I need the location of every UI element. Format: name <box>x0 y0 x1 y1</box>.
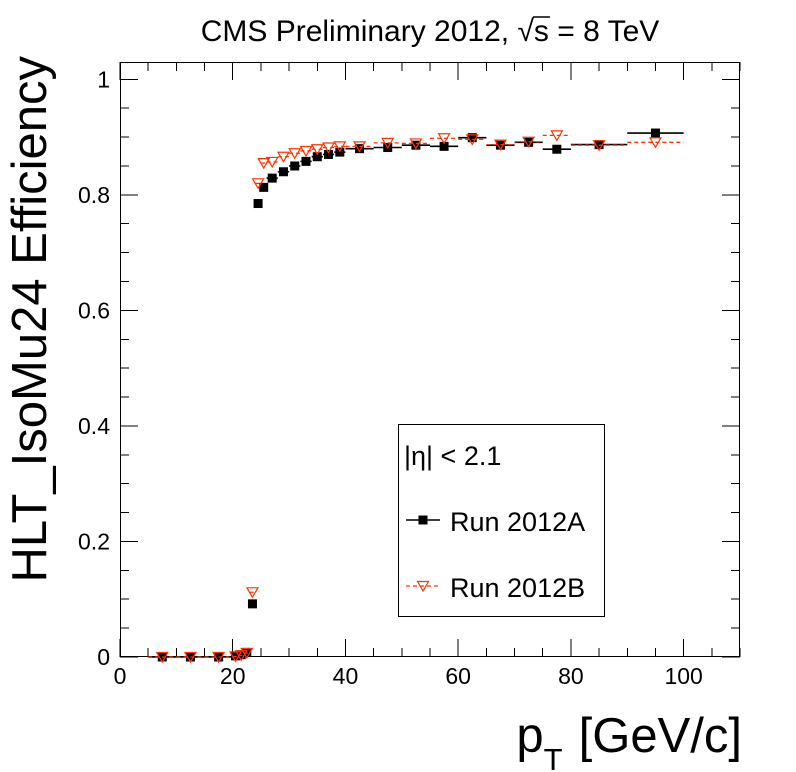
run-2012b-point <box>229 651 243 663</box>
y-tick-label: 1 <box>97 66 110 92</box>
run-2012b-point <box>409 138 423 150</box>
run-2012b-point <box>333 141 347 153</box>
run-2012b-point <box>310 144 324 156</box>
x-axis-title-symbol: p <box>516 709 543 763</box>
legend-header: |η| < 2.1 <box>404 441 501 471</box>
run-2012a-point <box>278 167 288 177</box>
run-2012b-point <box>353 141 367 153</box>
run-2012a-point <box>439 141 449 151</box>
run-2012b-point <box>299 145 313 158</box>
x-axis-title-unit: [GeV/c] <box>579 709 742 763</box>
run-2012b-point <box>251 178 265 190</box>
run-2012a-point <box>290 161 300 171</box>
run-2012b-point <box>522 136 536 148</box>
run-2012a-point <box>411 140 421 150</box>
legend-marker-run-2012b <box>416 580 430 593</box>
run-2012a-point <box>650 128 660 138</box>
run-2012b-point <box>288 148 302 160</box>
x-axis-title-subscript: T <box>544 742 563 772</box>
data-series <box>148 128 684 664</box>
run-2012b-point <box>381 137 395 150</box>
run-2012b-point <box>245 587 259 599</box>
run-2012b-point <box>257 157 271 170</box>
run-2012a-point <box>301 156 311 166</box>
x-axis-title: pT [GeV/c] <box>516 709 742 772</box>
chart-title: CMS Preliminary 2012, √s = 8 TeV <box>201 15 660 48</box>
x-tick-label: 100 <box>664 663 702 689</box>
y-tick-label: 0.8 <box>78 182 110 208</box>
legend: |η| < 2.1 Run 2012A Run 2012B <box>398 424 605 617</box>
run-2012b-point <box>183 651 197 664</box>
run-2012b-point <box>212 651 226 664</box>
y-tick-label: 0 <box>97 644 110 670</box>
y-tick-label: 0.2 <box>78 528 110 554</box>
run-2012b-point <box>465 134 479 146</box>
y-tick-label: 0.6 <box>78 297 110 323</box>
y-axis-title: HLT_IsoMu24 Efficiency <box>3 56 57 583</box>
run-2012a-point <box>467 133 477 143</box>
run-2012b-point <box>265 156 279 169</box>
x-tick-label: 60 <box>445 663 471 689</box>
run-2012a-point <box>253 199 263 209</box>
legend-label-run-2012a: Run 2012A <box>450 507 585 537</box>
legend-swatches <box>406 515 440 593</box>
run-2012a-point <box>247 599 257 609</box>
x-tick-label: 0 <box>114 663 127 689</box>
y-tick-label: 0.4 <box>78 413 110 439</box>
run-2012a-point <box>259 182 269 192</box>
x-tick-label: 20 <box>220 663 246 689</box>
run-2012a-point <box>355 144 365 154</box>
legend-label-run-2012b: Run 2012B <box>450 573 585 603</box>
run-2012b-series <box>148 130 684 664</box>
tick-labels: 0 20 40 60 80 100 0 0.2 0.4 0.6 0.8 1 <box>78 66 703 689</box>
run-2012b-point <box>592 140 606 152</box>
run-2012b-point <box>648 137 662 149</box>
run-2012b-point <box>276 151 290 163</box>
x-tick-label: 80 <box>558 663 584 689</box>
legend-marker-run-2012a <box>418 515 428 525</box>
run-2012a-point <box>267 173 277 183</box>
run-2012b-point <box>155 651 169 664</box>
plot-frame <box>120 62 740 657</box>
run-2012b-point <box>437 133 451 145</box>
run-2012b-point <box>493 139 507 151</box>
run-2012b-point <box>322 142 336 154</box>
run-2012a-point <box>552 144 562 154</box>
run-2012a-point <box>324 149 334 159</box>
run-2012a-point <box>312 152 322 162</box>
run-2012b-point <box>240 647 254 660</box>
run-2012b-point <box>234 650 248 662</box>
run-2012b-point <box>550 130 564 142</box>
x-tick-label: 40 <box>333 663 359 689</box>
